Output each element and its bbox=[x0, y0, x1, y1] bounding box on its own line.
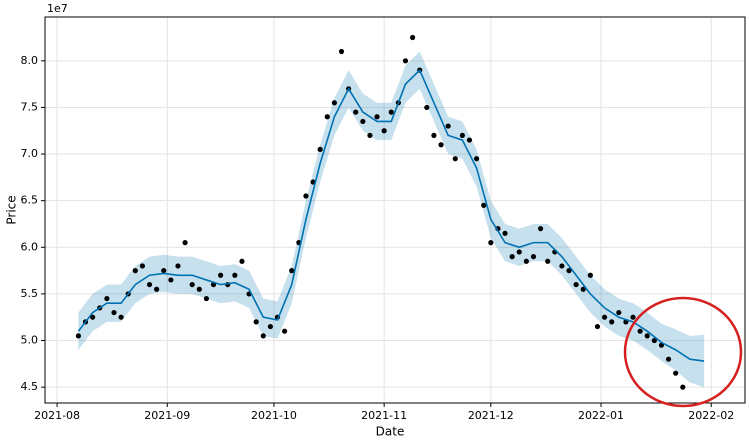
observed-point bbox=[680, 384, 686, 390]
observed-point bbox=[381, 128, 387, 134]
y-tick-label: 8.0 bbox=[21, 54, 39, 67]
y-tick-label: 6.5 bbox=[21, 194, 39, 207]
observed-point bbox=[360, 118, 366, 125]
observed-point bbox=[161, 268, 167, 274]
observed-point bbox=[587, 272, 593, 278]
observed-point bbox=[537, 226, 544, 232]
observed-point bbox=[168, 277, 174, 283]
observed-point bbox=[573, 281, 579, 288]
uncertainty-band bbox=[78, 51, 705, 388]
x-axis-label: Date bbox=[376, 425, 405, 439]
observed-point bbox=[367, 132, 373, 139]
observed-point bbox=[132, 268, 138, 274]
observed-point bbox=[438, 142, 444, 148]
x-tick-label: 2021-12 bbox=[468, 409, 514, 422]
observed-point bbox=[473, 156, 480, 162]
y-offset-label: 1e7 bbox=[47, 2, 68, 15]
x-tick-label: 2022-01 bbox=[578, 409, 624, 422]
observed-point bbox=[175, 263, 181, 269]
observed-point bbox=[459, 132, 465, 139]
observed-point bbox=[509, 254, 515, 260]
y-tick-label: 6.0 bbox=[21, 240, 39, 253]
observed-point bbox=[118, 314, 124, 320]
y-tick-label: 7.5 bbox=[21, 100, 39, 113]
plot-frame bbox=[44, 16, 746, 404]
observed-point bbox=[502, 230, 508, 236]
observed-point bbox=[303, 193, 309, 199]
observed-point bbox=[545, 258, 551, 264]
y-tick-label: 4.5 bbox=[21, 380, 39, 393]
observed-point bbox=[616, 309, 622, 316]
observed-point bbox=[481, 202, 487, 208]
observed-point bbox=[90, 314, 96, 320]
observed-point bbox=[146, 281, 153, 288]
y-tick-label: 5.5 bbox=[21, 287, 39, 300]
observed-point bbox=[665, 356, 672, 362]
x-tick-label: 2021-08 bbox=[34, 409, 80, 422]
observed-point bbox=[260, 333, 266, 339]
observed-point bbox=[530, 254, 537, 260]
observed-point bbox=[189, 281, 195, 288]
observed-point bbox=[452, 156, 458, 162]
observed-point bbox=[630, 314, 636, 320]
observed-point bbox=[196, 286, 202, 292]
y-tick-label: 5.0 bbox=[21, 334, 39, 347]
observed-point bbox=[239, 258, 245, 264]
observed-point bbox=[445, 123, 451, 129]
observed-point bbox=[267, 323, 273, 330]
observed-point bbox=[673, 370, 679, 376]
x-tick-label: 2022-02 bbox=[688, 409, 734, 422]
x-tick-label: 2021-11 bbox=[361, 409, 407, 422]
x-tick-label: 2021-10 bbox=[251, 409, 297, 422]
observed-point bbox=[488, 240, 494, 246]
observed-point bbox=[601, 314, 608, 320]
y-tick-label: 7.0 bbox=[21, 147, 39, 160]
y-axis-label: Price bbox=[5, 195, 19, 224]
observed-point bbox=[75, 333, 82, 339]
observed-point bbox=[253, 319, 259, 325]
x-tick-label: 2021-09 bbox=[144, 409, 190, 422]
observed-point bbox=[182, 240, 188, 246]
observed-point bbox=[431, 132, 437, 139]
observed-point bbox=[324, 114, 330, 120]
observed-point bbox=[559, 263, 565, 269]
forecast-line bbox=[77, 68, 705, 362]
observed-point bbox=[637, 328, 643, 334]
observed-point bbox=[651, 337, 657, 344]
observed-point bbox=[218, 272, 224, 278]
observed-point bbox=[111, 309, 117, 316]
highlight-circle bbox=[623, 296, 743, 408]
observed-point bbox=[402, 58, 409, 64]
observed-point bbox=[289, 268, 295, 274]
observed-point bbox=[644, 333, 650, 339]
observed-point bbox=[580, 286, 586, 292]
observed-point bbox=[317, 146, 323, 152]
observed-point bbox=[203, 295, 210, 302]
observed-point bbox=[409, 34, 416, 41]
observed-point bbox=[104, 295, 110, 302]
observed-point bbox=[232, 272, 238, 278]
observed-point bbox=[594, 323, 601, 330]
observed-point bbox=[466, 137, 473, 143]
observed-point bbox=[424, 104, 430, 111]
observed-point bbox=[566, 268, 572, 274]
observed-point bbox=[338, 48, 345, 55]
observed-point bbox=[516, 249, 522, 255]
observed-point bbox=[374, 114, 380, 120]
observed-point bbox=[154, 286, 160, 292]
observed-point bbox=[609, 319, 615, 325]
observed-point bbox=[388, 109, 394, 115]
observed-point bbox=[282, 328, 288, 334]
observed-point bbox=[523, 258, 529, 264]
observed-point bbox=[331, 100, 337, 106]
observed-point bbox=[139, 263, 146, 269]
observed-point bbox=[353, 109, 359, 115]
